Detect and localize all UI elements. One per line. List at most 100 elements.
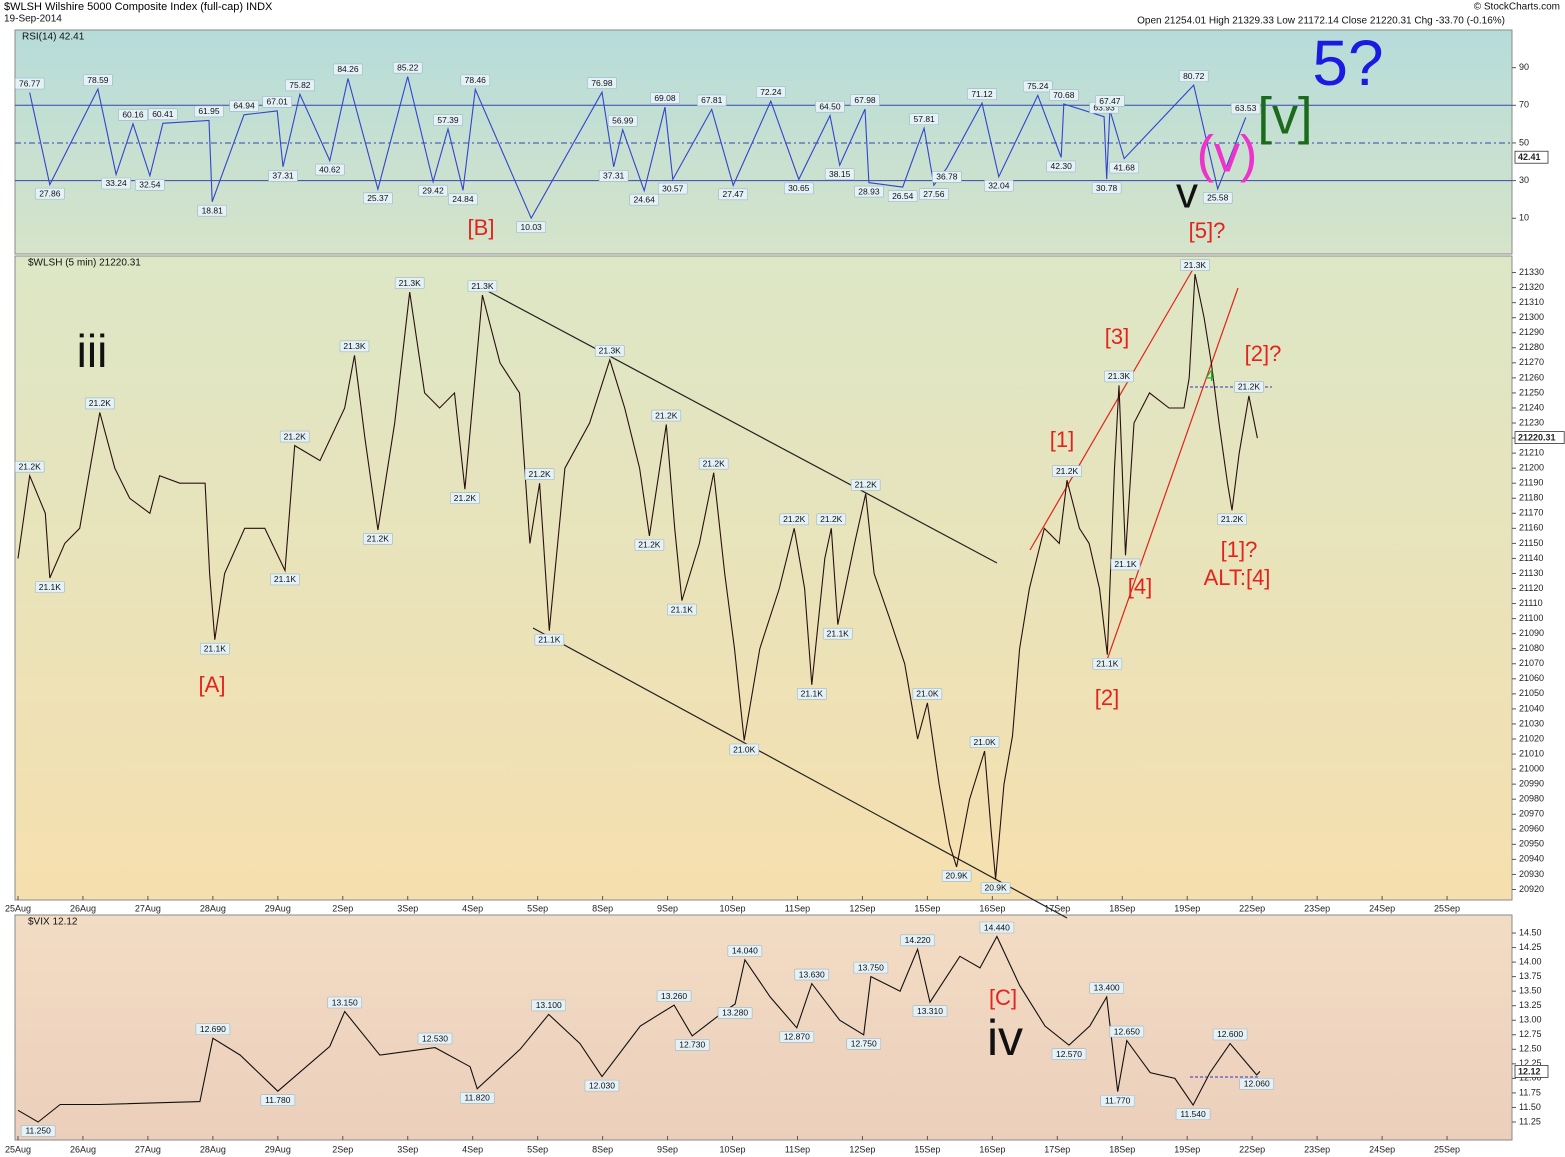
- value-label-box: [667, 603, 697, 616]
- value-label: 60.41: [152, 109, 174, 119]
- value-label: 84.26: [337, 64, 359, 74]
- y-tick-label: 21120: [1519, 583, 1543, 593]
- x-tick-label: 27Aug: [135, 1144, 161, 1154]
- value-label-box: [657, 182, 688, 195]
- value-label: 21.3K: [343, 341, 366, 351]
- y-tick-label: 21140: [1519, 553, 1543, 563]
- x-tick-label: 12Sep: [849, 1144, 875, 1154]
- value-label: 21.2K: [855, 479, 878, 489]
- value-label-box: [85, 397, 115, 410]
- value-label-box: [727, 944, 763, 957]
- value-label-box: [433, 114, 463, 126]
- value-label-box: [1202, 192, 1233, 204]
- value-label: 10.03: [521, 222, 543, 232]
- x-tick-label: 24Sep: [1369, 1144, 1395, 1154]
- x-tick-label: 11Sep: [785, 903, 810, 913]
- value-label-box: [459, 1092, 495, 1104]
- value-label-box: [696, 94, 727, 107]
- x-tick-label: 5Sep: [527, 903, 548, 913]
- value-label: 14.220: [905, 935, 931, 945]
- chart-title: $WLSH Wilshire 5000 Composite Index (ful…: [4, 1, 273, 13]
- value-label-box: [333, 63, 363, 76]
- y-tick-label: 21000: [1519, 763, 1544, 773]
- last-value-tag: [1514, 431, 1565, 444]
- value-label-box: [607, 114, 638, 127]
- y-tick-label: 20980: [1519, 794, 1544, 804]
- x-tick-label: 3Sep: [397, 1144, 418, 1154]
- value-label-box: [534, 633, 565, 646]
- value-label: 26.54: [892, 191, 914, 201]
- x-tick-label: 29Aug: [265, 1144, 291, 1154]
- x-tick-label: 10Sep: [720, 903, 746, 913]
- value-label: 21.2K: [1221, 514, 1244, 524]
- y-tick-label: 12.25: [1519, 1058, 1542, 1068]
- y-tick-label: 30: [1519, 175, 1529, 185]
- value-label-box: [1046, 160, 1077, 173]
- value-label: 57.39: [437, 115, 459, 125]
- value-label-box: [779, 1030, 815, 1043]
- value-label-box: [363, 533, 393, 545]
- value-label: 37.31: [603, 171, 625, 181]
- x-tick-label: 18Sep: [1109, 903, 1135, 913]
- value-label-box: [598, 170, 629, 182]
- rsi-panel: [14, 29, 1513, 255]
- value-label: 85.22: [397, 62, 419, 72]
- value-label-box: [262, 96, 292, 108]
- ohlc-summary: Open 21254.01 High 21329.33 Low 21172.14…: [1137, 16, 1505, 27]
- panel-legend: $VIX 12.12: [28, 917, 78, 928]
- y-tick-label: 70: [1519, 100, 1529, 110]
- value-label: 42.30: [1051, 161, 1073, 171]
- value-label: 21.0K: [973, 737, 996, 747]
- value-label-box: [900, 934, 935, 947]
- value-label-box: [941, 870, 972, 882]
- value-label-box: [1178, 70, 1209, 82]
- wave-label: ALT:[4]: [1204, 565, 1271, 590]
- value-label: 21.1K: [801, 689, 824, 699]
- x-tick-label: 25Sep: [1434, 903, 1460, 913]
- value-label-box: [932, 171, 962, 183]
- last-value: 42.41: [1518, 152, 1541, 162]
- value-label: 25.58: [1207, 193, 1229, 203]
- panel-legend: RSI(14) 42.41: [22, 32, 85, 43]
- value-label: 71.12: [971, 89, 993, 99]
- value-label: 21.2K: [820, 514, 843, 524]
- value-label: 12.530: [422, 1033, 448, 1043]
- value-label: 21.0K: [733, 744, 756, 754]
- wedge-bottom: [1106, 287, 1239, 661]
- value-label-box: [629, 193, 659, 206]
- wave-label: iv: [987, 1010, 1023, 1066]
- x-tick-label: 16Sep: [979, 903, 1005, 913]
- value-label: 30.57: [662, 183, 684, 193]
- value-label-box: [35, 581, 65, 593]
- x-tick-label: 2Sep: [332, 1144, 353, 1154]
- x-tick-label: 24Sep: [1369, 903, 1395, 913]
- value-label-box: [279, 430, 310, 443]
- x-tick-label: 4Sep: [462, 903, 483, 913]
- value-label: 29.42: [422, 185, 444, 195]
- y-tick-label: 12.50: [1519, 1044, 1542, 1054]
- x-tick-label: 8Sep: [592, 903, 613, 913]
- value-label: 60.16: [122, 110, 144, 120]
- y-tick-label: 14.00: [1519, 956, 1542, 966]
- value-label: 24.84: [452, 194, 474, 204]
- y-tick-label: 21300: [1519, 312, 1544, 322]
- wave-label: [C]: [989, 985, 1017, 1010]
- value-label-box: [1091, 182, 1122, 194]
- x-tick-label: 25Aug: [5, 903, 31, 913]
- value-label-box: [651, 409, 682, 422]
- y-tick-label: 14.25: [1519, 942, 1542, 952]
- value-label: 27.47: [723, 189, 745, 199]
- value-label-box: [14, 460, 45, 473]
- value-label-box: [20, 1125, 56, 1137]
- x-tick-label: 26Aug: [70, 903, 96, 913]
- value-label-box: [270, 573, 300, 586]
- value-label-box: [460, 74, 491, 87]
- x-tick-label: 2Sep: [332, 903, 353, 913]
- value-label-box: [816, 513, 847, 526]
- value-label-box: [587, 77, 617, 89]
- y-tick-label: 21150: [1519, 538, 1543, 548]
- value-label-box: [339, 340, 370, 353]
- wave-label: [3]: [1105, 324, 1129, 349]
- y-tick-label: 20950: [1519, 839, 1544, 849]
- y-tick-label: 21020: [1519, 733, 1544, 743]
